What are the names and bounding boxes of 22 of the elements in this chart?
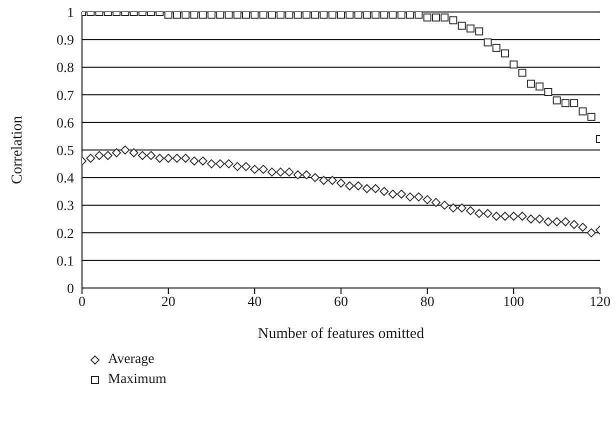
x-tick-label: 40 [248,294,262,310]
y-tick-label: 0.8 [56,61,74,76]
x-axis-title: Number of features omitted [258,326,425,342]
y-tick-label: 0.9 [56,34,74,49]
legend-label: Average [108,352,154,368]
x-tick-label: 120 [590,294,610,310]
y-tick-label: 0.4 [56,172,74,187]
x-tick-label: 60 [334,294,348,310]
y-tick-label: 0.6 [56,116,74,132]
x-tick-label: 100 [503,294,524,310]
y-tick-label: 0.2 [56,226,74,242]
y-tick-label: 0.5 [56,144,74,159]
legend-label: Maximum [108,372,166,388]
y-tick-label: 0.7 [56,88,74,104]
x-tick-label: 0 [78,294,86,310]
y-tick-label: 0.3 [56,199,74,214]
y-tick-label: 1 [67,6,74,21]
y-tick-label: 0.1 [56,254,74,270]
x-tick-label: 20 [161,294,176,310]
y-axis-title: Correlation [9,115,26,184]
x-tick-label: 80 [420,294,434,310]
y-tick-label: 0 [67,282,74,297]
